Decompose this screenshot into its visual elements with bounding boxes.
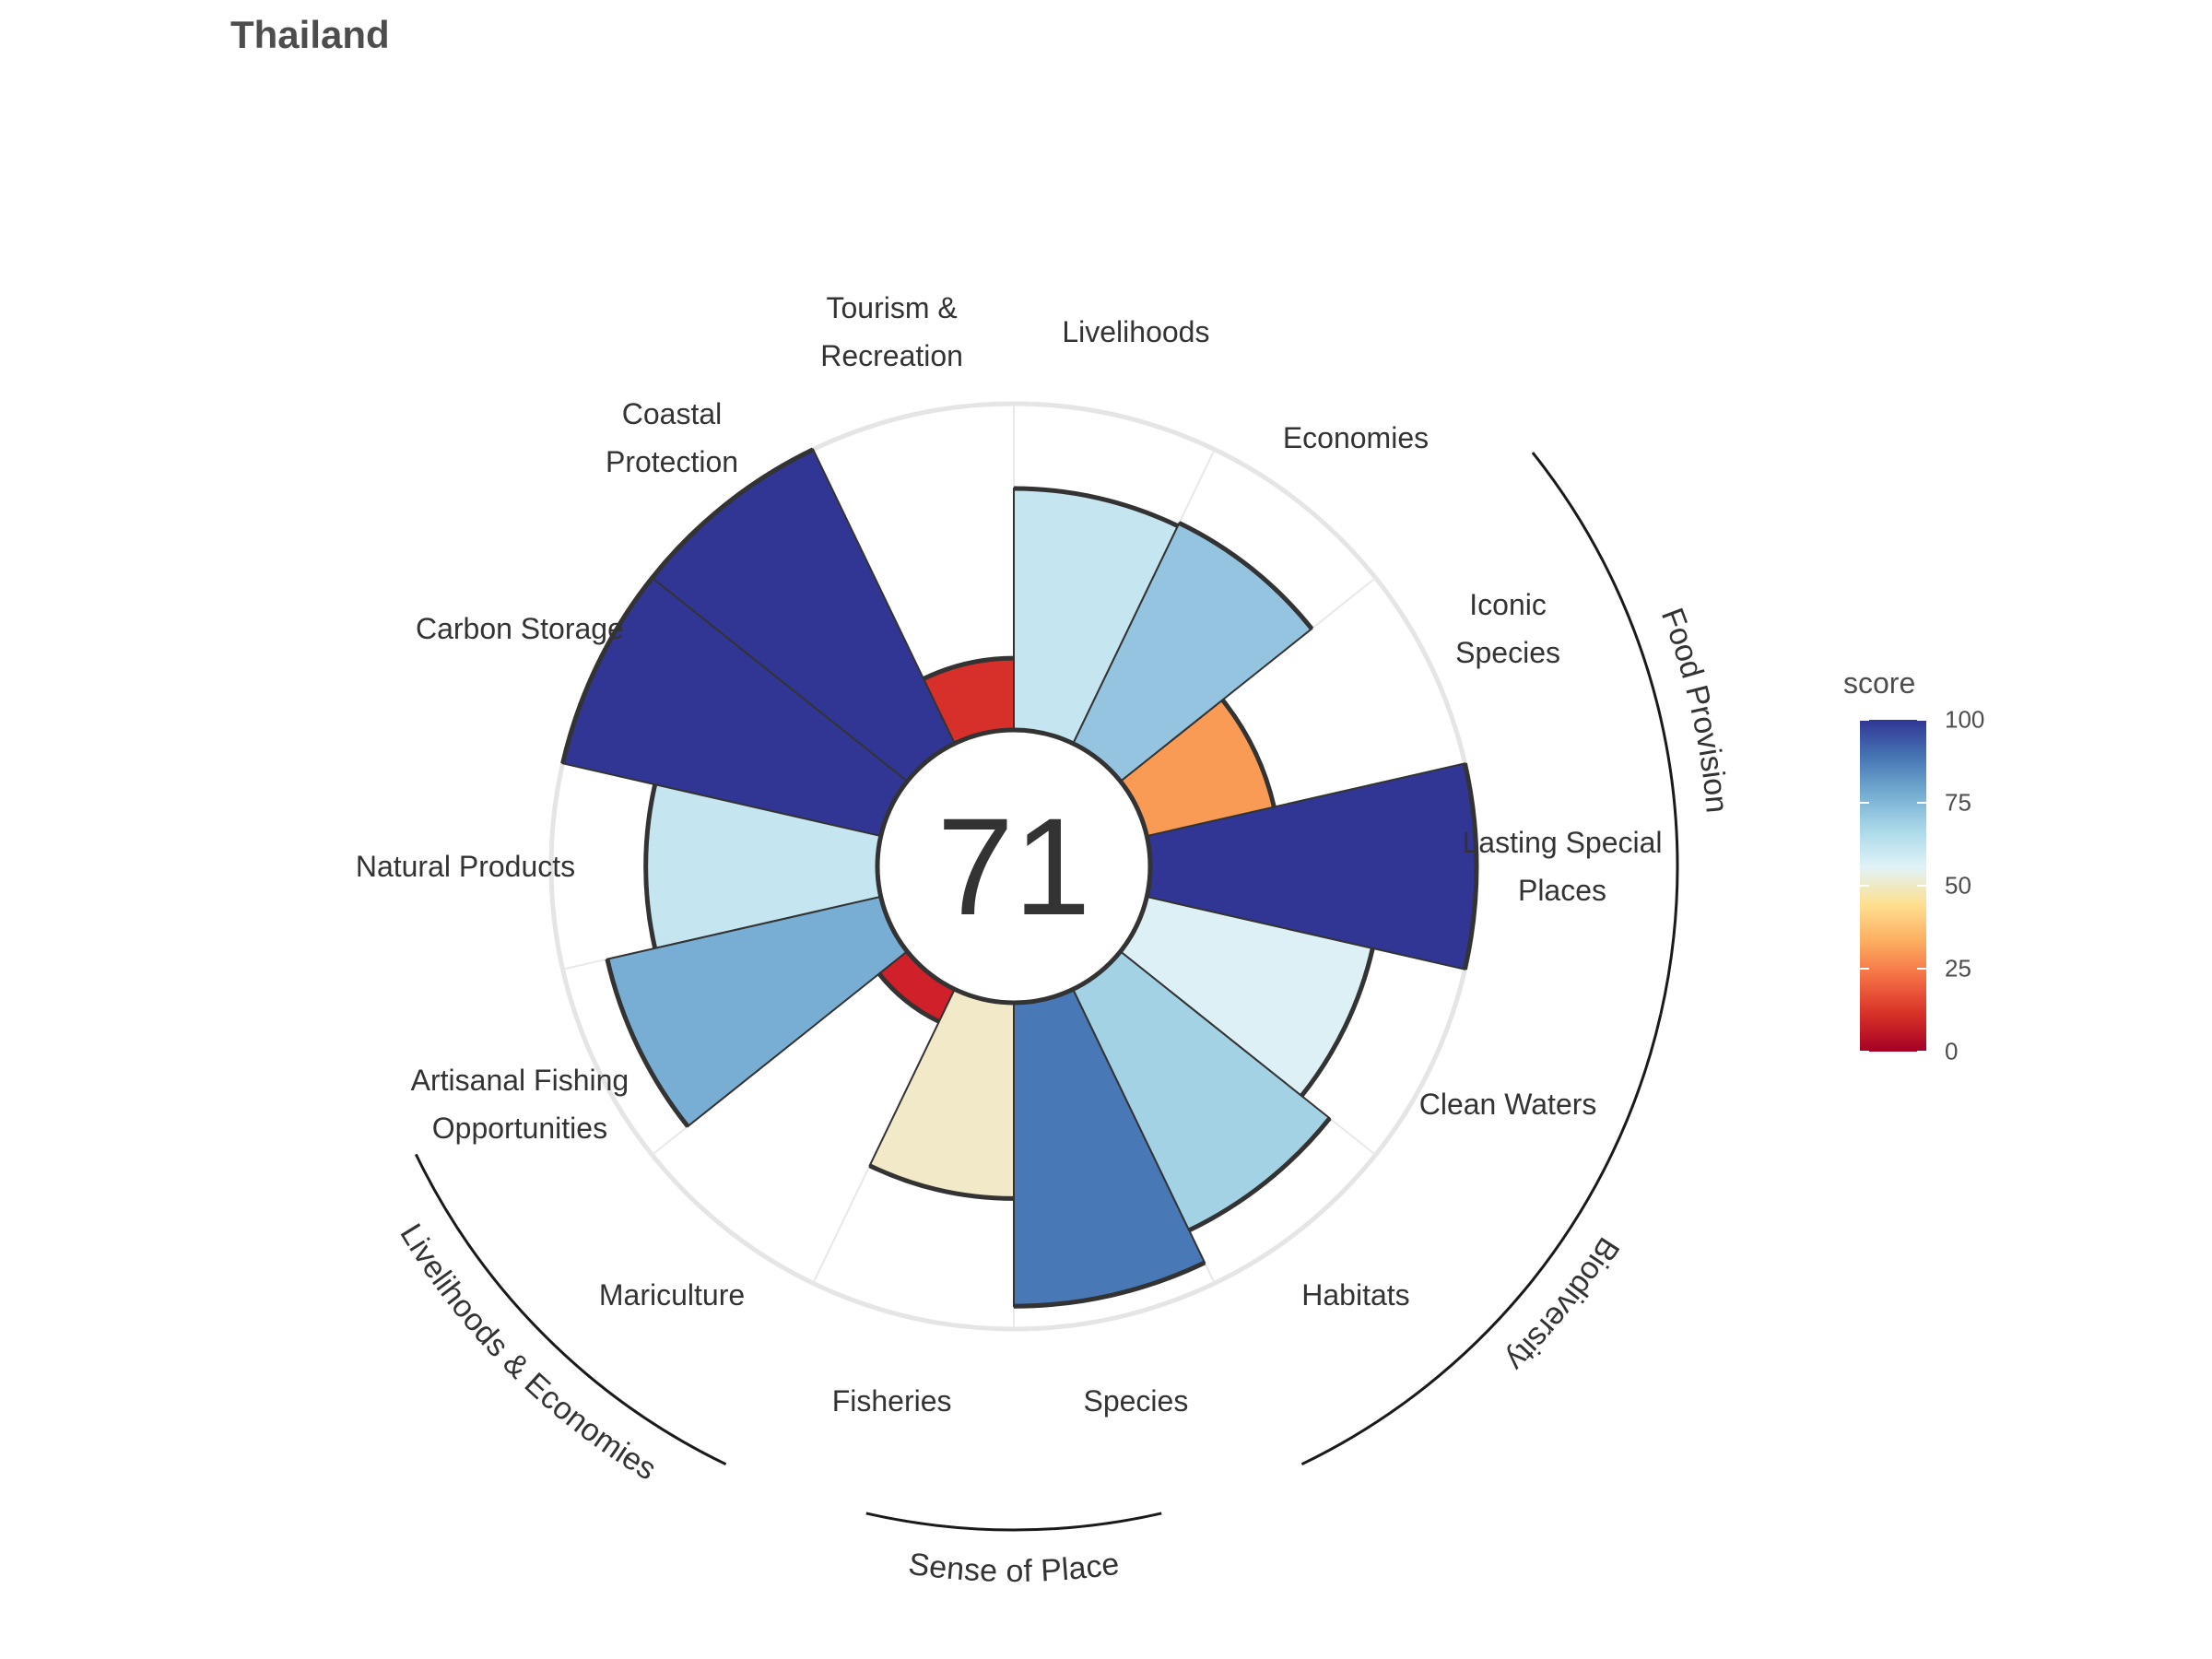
score-legend: score 100 75 50 25 0 bbox=[1843, 659, 2028, 1065]
legend-tick-label: 50 bbox=[1945, 871, 1971, 900]
legend-colorbar bbox=[1860, 720, 1926, 1052]
goal-label-line: Clean Waters bbox=[1419, 1088, 1597, 1121]
group-arc bbox=[414, 1153, 727, 1466]
goal-bar-outline bbox=[605, 959, 690, 1128]
goal-label: Species bbox=[1083, 1384, 1188, 1418]
center-circle bbox=[875, 727, 1153, 1006]
legend-tick-mark bbox=[1917, 885, 1926, 887]
goal-bar-outline bbox=[1013, 1260, 1206, 1309]
legend-tick-mark bbox=[1860, 719, 1869, 721]
goal-label: Tourism & Recreation bbox=[820, 291, 963, 372]
goal-label: Lasting Special Places bbox=[1462, 826, 1662, 907]
group-arc bbox=[1531, 452, 1679, 1015]
goal-label-line: Opportunities bbox=[432, 1112, 607, 1145]
goal-bar-outline bbox=[1178, 521, 1314, 630]
group-label: Sense of Place bbox=[906, 1547, 1121, 1589]
legend-tick-mark bbox=[1860, 885, 1869, 887]
goal-label-line: Lasting Special bbox=[1462, 826, 1662, 859]
goal-bar-outline bbox=[877, 972, 940, 1024]
legend-tick-label: 75 bbox=[1945, 788, 1971, 817]
goal-bar-outline bbox=[643, 783, 658, 949]
legend-tick-label: 100 bbox=[1945, 705, 1985, 734]
goal-label: Livelihoods bbox=[1062, 315, 1209, 348]
goal-bar-outline bbox=[868, 1163, 1015, 1201]
goal-label: Carbon Storage bbox=[416, 612, 624, 645]
goal-label: Mariculture bbox=[599, 1278, 745, 1312]
goal-bar-outline bbox=[560, 576, 654, 764]
goal-label-line: Fisheries bbox=[832, 1384, 952, 1418]
legend-tick-mark bbox=[1860, 802, 1869, 804]
legend-tick-mark bbox=[1917, 802, 1926, 804]
group-label-path bbox=[379, 1172, 708, 1501]
goal-label-line: Mariculture bbox=[599, 1278, 745, 1312]
goal-label-line: Tourism & bbox=[826, 291, 957, 324]
goal-bar-outline bbox=[922, 655, 1015, 681]
goal-label-line: Species bbox=[1455, 636, 1560, 669]
goal-bar-outline bbox=[650, 447, 815, 580]
goal-label-line: Natural Products bbox=[356, 850, 575, 883]
goal-label-line: Habitats bbox=[1301, 1278, 1409, 1312]
goal-label-line: Iconic bbox=[1469, 588, 1547, 621]
group-label-text: Food Provision bbox=[1654, 604, 1735, 815]
bars-group bbox=[560, 447, 1479, 1309]
goal-bar-outline bbox=[1013, 486, 1179, 528]
legend-tick-mark bbox=[1917, 719, 1926, 721]
goal-label-line: Recreation bbox=[820, 339, 963, 372]
legend-tick-label: 0 bbox=[1945, 1037, 1959, 1065]
goal-label: Habitats bbox=[1301, 1278, 1409, 1312]
center-score: 71 bbox=[937, 789, 1091, 944]
legend-tick-mark bbox=[1860, 968, 1869, 970]
goal-label: Economies bbox=[1283, 421, 1429, 454]
goal-label-line: Livelihoods bbox=[1062, 315, 1209, 348]
group-label: Biodiversity bbox=[1500, 1231, 1627, 1378]
goal-label-line: Economies bbox=[1283, 421, 1429, 454]
goal-label-line: Carbon Storage bbox=[416, 612, 624, 645]
goal-bar-outline bbox=[1300, 947, 1375, 1098]
group-label: Livelihoods & Economies bbox=[393, 1218, 662, 1487]
group-label-text: Livelihoods & Economies bbox=[393, 1218, 662, 1487]
goal-label-line: Species bbox=[1083, 1384, 1188, 1418]
goal-label-line: Protection bbox=[606, 445, 738, 478]
goal-label: Clean Waters bbox=[1419, 1088, 1597, 1121]
group-arc bbox=[865, 1512, 1162, 1532]
group-label: Food Provision bbox=[1654, 604, 1735, 815]
group-label-text: Biodiversity bbox=[1500, 1231, 1627, 1378]
legend-tick-mark bbox=[1917, 1051, 1926, 1053]
goal-bar-outline bbox=[1462, 762, 1479, 971]
goal-label: Artisanal Fishing Opportunities bbox=[411, 1064, 629, 1145]
goal-label: Natural Products bbox=[356, 850, 575, 883]
group-arc bbox=[1300, 1013, 1663, 1466]
goal-bar bbox=[868, 988, 1015, 1200]
goal-label: Iconic Species bbox=[1455, 588, 1560, 669]
legend-tick-label: 25 bbox=[1945, 954, 1971, 982]
goal-label: Coastal Protection bbox=[606, 397, 738, 478]
goal-label-line: Places bbox=[1518, 874, 1606, 907]
legend-title: score bbox=[1843, 666, 1916, 700]
goal-labels: Species Habitats Clean Waters Lasting Speci… bbox=[356, 291, 1663, 1418]
goal-bar-outline bbox=[1188, 1116, 1332, 1233]
legend-tick-mark bbox=[1860, 1051, 1869, 1053]
goal-bar-outline bbox=[1220, 698, 1277, 808]
group-label-text: Sense of Place bbox=[906, 1547, 1121, 1589]
goal-label-line: Artisanal Fishing bbox=[411, 1064, 629, 1097]
legend-tick-mark bbox=[1917, 968, 1926, 970]
goal-label-line: Coastal bbox=[622, 397, 723, 430]
chart-title: Thailand bbox=[230, 13, 390, 56]
goal-label: Fisheries bbox=[832, 1384, 952, 1418]
